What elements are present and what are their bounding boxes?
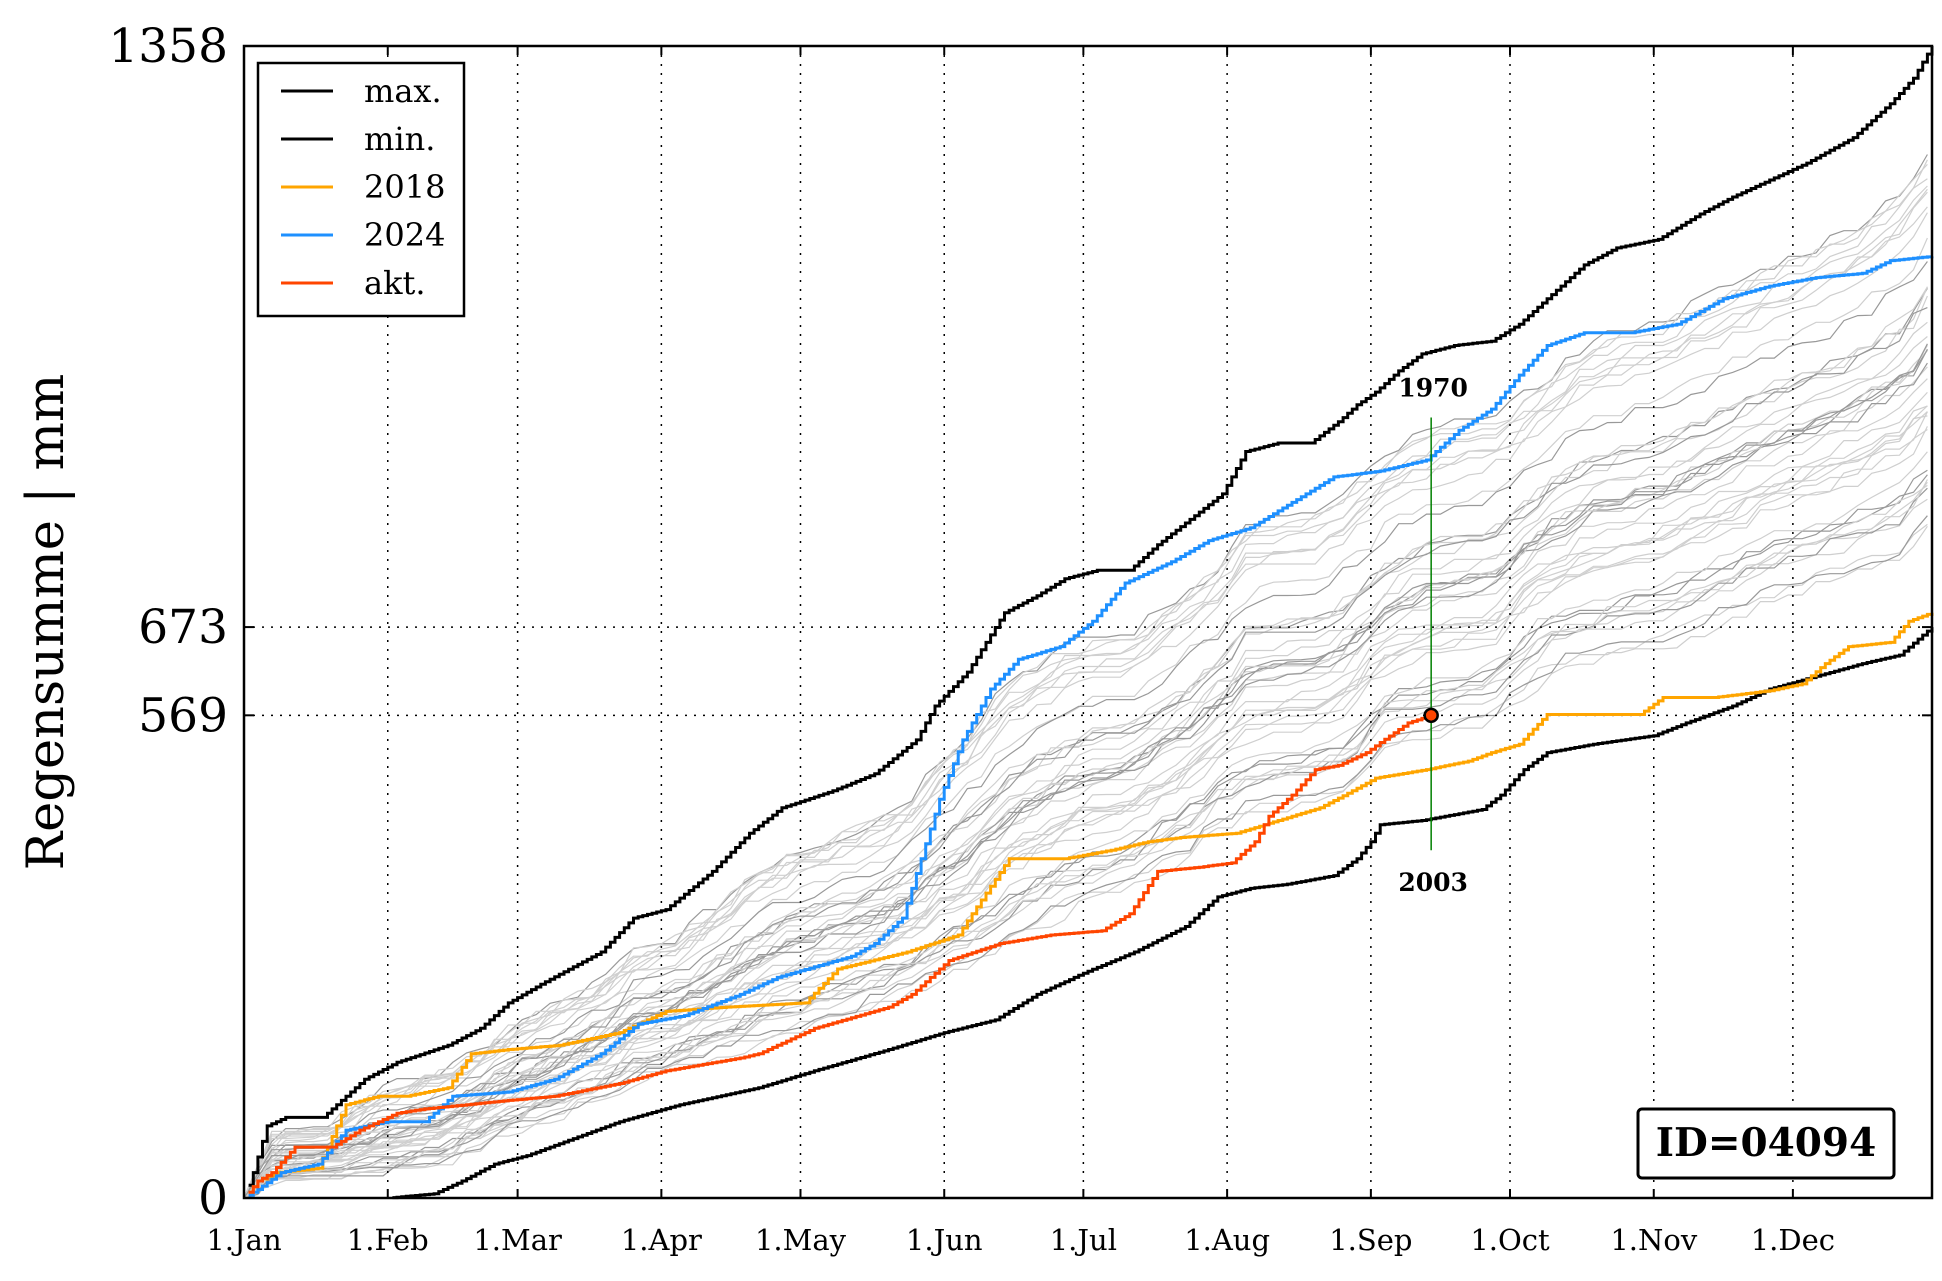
- historical-year-line: [243, 191, 1928, 1199]
- historical-year-line: [243, 237, 1928, 1199]
- x-tick-label: 1.Sep: [1329, 1223, 1412, 1257]
- historical-year-line: [243, 286, 1928, 1199]
- y-tick-label: 569: [138, 688, 228, 743]
- x-tick-label: 1.May: [755, 1223, 847, 1257]
- y-tick-labels: 0 569 673 1358: [108, 19, 228, 1226]
- legend-label: max.: [364, 72, 442, 110]
- historical-year-line: [243, 295, 1928, 1199]
- y-tick-label: 673: [138, 600, 228, 655]
- annotation-min-year: 2003: [1398, 868, 1468, 897]
- historical-year-line: [243, 525, 1928, 1199]
- historical-year-line: [243, 188, 1928, 1199]
- historical-year-line: [243, 378, 1928, 1199]
- historical-year-line: [243, 391, 1928, 1199]
- historical-year-line: [243, 405, 1928, 1199]
- x-tick-label: 1.Feb: [347, 1223, 429, 1257]
- grid-lines: [244, 46, 1932, 1198]
- x-tick-label: 1.Mar: [473, 1223, 562, 1257]
- historical-year-line: [243, 343, 1928, 1199]
- x-tick-label: 1.Oct: [1470, 1223, 1550, 1257]
- x-tick-label: 1.Aug: [1184, 1223, 1270, 1257]
- historical-year-line: [243, 154, 1928, 1199]
- historical-year-line: [243, 286, 1928, 1199]
- historical-year-line: [243, 429, 1928, 1199]
- annotation-max-year: 1970: [1398, 374, 1468, 403]
- legend-box: [256, 61, 466, 318]
- y-tick-label: 1358: [108, 19, 228, 74]
- legend-label: 2018: [364, 168, 445, 206]
- series-line-min: [392, 627, 1934, 1200]
- plot-frame: [242, 44, 1934, 1200]
- id-box-frame: [1636, 1107, 1896, 1180]
- historical-year-line: [243, 336, 1928, 1199]
- historical-year-line: [243, 349, 1928, 1199]
- series-line-akt: [248, 715, 1433, 1194]
- legend-label: akt.: [364, 264, 426, 302]
- historical-year-line: [243, 426, 1928, 1199]
- legend-label: min.: [364, 120, 435, 158]
- x-tick-label: 1.Jul: [1050, 1223, 1117, 1257]
- current-value-point: [1423, 707, 1439, 724]
- legend: max. min. 2018 2024 akt.: [256, 61, 466, 318]
- historical-year-line: [243, 321, 1928, 1199]
- historical-year-line: [243, 523, 1928, 1199]
- x-tick-label: 1.Jun: [906, 1223, 983, 1257]
- historical-year-line: [243, 484, 1928, 1199]
- historical-year-line: [243, 411, 1928, 1199]
- highlighted-series: [248, 46, 1934, 1200]
- axis-ticks: [243, 45, 1932, 1199]
- series-line-2018: [248, 612, 1934, 1194]
- x-tick-labels: 1.Jan 1.Feb 1.Mar 1.Apr 1.May 1.Jun 1.Jul 1.Aug…: [206, 1223, 1835, 1257]
- historical-year-line: [243, 479, 1928, 1199]
- historical-year-line: [243, 515, 1928, 1199]
- x-tick-label: 1.Nov: [1610, 1223, 1698, 1257]
- series-line-max: [248, 46, 1934, 1187]
- legend-label: 2024: [364, 216, 445, 254]
- historical-year-line: [243, 362, 1928, 1199]
- id-box: ID=04094: [1636, 1107, 1896, 1180]
- historical-year-line: [243, 481, 1928, 1199]
- historical-year-line: [243, 287, 1928, 1199]
- historical-years-series: [243, 154, 1928, 1199]
- x-tick-label: 1.Apr: [621, 1223, 702, 1257]
- id-label: ID=04094: [1656, 1120, 1876, 1166]
- historical-year-line: [243, 350, 1928, 1199]
- historical-year-line: [243, 178, 1928, 1199]
- historical-year-line: [243, 307, 1928, 1199]
- y-axis-label: Regensumme | mm: [17, 374, 76, 871]
- historical-year-line: [243, 212, 1928, 1199]
- historical-year-line: [243, 345, 1928, 1199]
- x-tick-label: 1.Jan: [206, 1223, 281, 1257]
- current-marker-layer: 1970 2003: [1398, 374, 1468, 898]
- historical-year-line: [243, 261, 1928, 1199]
- historical-year-line: [243, 411, 1928, 1199]
- y-tick-label: 0: [198, 1171, 228, 1226]
- series-line-2024: [248, 255, 1934, 1197]
- historical-year-line: [243, 498, 1928, 1199]
- x-tick-label: 1.Dec: [1751, 1223, 1835, 1257]
- historical-year-line: [243, 469, 1928, 1199]
